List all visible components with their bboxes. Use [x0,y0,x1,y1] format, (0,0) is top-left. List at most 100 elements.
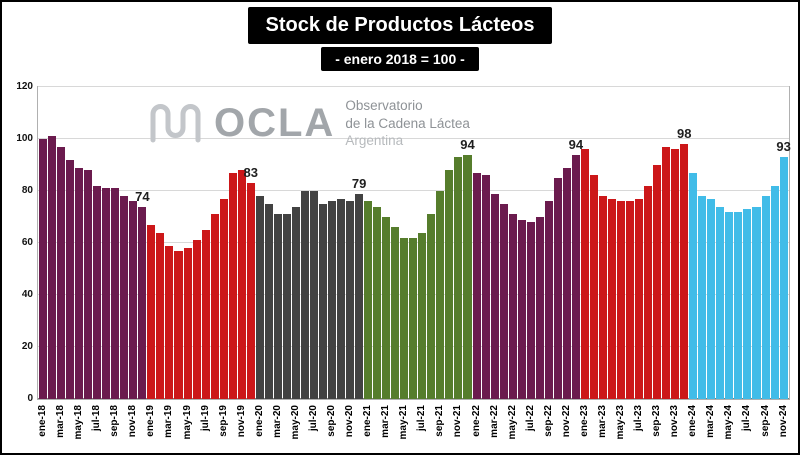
x-tick-slot: may-20 [290,402,301,450]
bar-ene-22 [472,172,481,399]
x-tick-slot: mar-20 [271,402,283,450]
bar-slot [689,87,698,399]
bar-slot [219,87,228,399]
x-tick-slot: may-23 [615,402,627,450]
bar-feb-19 [156,232,165,399]
data-label: 74 [135,188,150,204]
x-axis-tick-label: sep-20 [326,405,338,437]
x-axis-tick-label: nov-18 [127,405,139,438]
chart-subtitle: - enero 2018 = 100 - [321,47,479,71]
bar-jun-22 [517,219,526,399]
x-tick-slot: ene-23 [579,402,590,450]
bar-slot [282,87,291,399]
bar-abr-20 [282,214,291,399]
bar-slot [508,87,517,399]
bar-may-19 [183,248,192,399]
bar-nov-24 [779,157,788,399]
x-axis-tick-label: mar-18 [55,405,67,438]
bar-may-18 [75,167,84,399]
x-axis-tick-label: may-21 [398,405,410,440]
x-axis-tick-label: mar-23 [596,405,608,438]
x-axis-tick-label: jul-19 [199,405,211,432]
x-tick-slot: may-18 [73,402,84,450]
bar-slot [698,87,707,399]
x-axis-tick-label: nov-23 [669,405,681,438]
bar-oct-21 [445,170,454,399]
bar-slot [635,87,644,399]
bar-slot [617,87,626,399]
x-axis-tick-label: may-23 [615,405,627,440]
x-axis-tick-label: mar-24 [705,405,717,438]
bar-oct-22 [553,178,562,399]
x-tick-slot: ene-20 [253,402,265,450]
bar-ene-24 [689,172,698,399]
x-tick-slot: may-22 [507,402,518,450]
bar-slot [382,87,391,399]
data-label: 79 [351,175,367,191]
x-axis-tick-label: ene-22 [470,405,482,437]
bar-nov-23 [671,149,680,399]
x-tick-slot: sep-19 [218,402,229,450]
x-axis-tick-label: ene-20 [253,405,265,437]
chart-header: Stock de Productos Lácteos - enero 2018 … [2,7,798,71]
bar-mar-18 [57,146,66,399]
bar-slot [48,87,57,399]
gridline [38,86,789,87]
bar-jul-22 [526,222,535,399]
x-axis-tick-label: nov-21 [452,405,464,438]
bar-dic-22 [571,154,580,399]
bar-slot [418,87,427,399]
bar-slot [770,87,779,399]
y-axis-tick-label: 60 [21,237,33,248]
bar-slot [436,87,445,399]
bar-abr-19 [174,250,183,399]
x-tick-slot: sep-21 [434,402,445,450]
bar-slot [707,87,716,399]
bar-mar-22 [490,193,499,399]
bar-slot [734,87,743,399]
x-tick-slot: may-24 [723,402,734,450]
bar-slot [318,87,327,399]
bar-slot [273,87,282,399]
x-tick-slot: nov-24 [778,402,789,450]
bar-sep-22 [544,201,553,399]
bar-slot [120,87,129,399]
x-tick-slot: jul-20 [308,402,319,450]
x-tick-slot: jul-19 [199,402,211,450]
bar-slot [562,87,571,399]
bar-slot [517,87,526,399]
bar-ene-21 [364,201,373,399]
bar-slot [716,87,725,399]
bar-slot [671,87,680,399]
x-axis-labels: ene-18 mar-18 may-18 jul-18 sep-18 nov-18 ene-… [37,402,789,450]
x-axis-tick-label: mar-20 [271,405,283,438]
bar-slot [427,87,436,399]
bar-nov-18 [129,201,138,399]
bar-slot [300,87,309,399]
bar-jun-20 [300,191,309,399]
bar-slot [725,87,734,399]
x-tick-slot: mar-24 [705,402,717,450]
x-tick-slot: nov-22 [561,402,572,450]
data-label: 94 [568,136,584,152]
bar-slot [183,87,192,399]
bar-slot [761,87,770,399]
bar-jun-24 [734,211,743,399]
x-tick-slot: nov-19 [236,402,247,450]
x-tick-slot: ene-18 [37,402,48,450]
bar-slot [400,87,409,399]
bar-slot [526,87,535,399]
bar-jun-21 [409,237,418,399]
bar-sep-19 [219,198,228,399]
x-tick-slot: sep-23 [651,402,662,450]
bar-abr-24 [716,206,725,399]
bar-jul-24 [743,209,752,399]
x-axis-tick-label: jul-18 [91,405,103,432]
bar-slot [39,87,48,399]
bar-jul-21 [418,232,427,399]
x-axis-tick-label: may-19 [181,405,193,440]
data-label: 94 [460,136,475,152]
y-axis-tick-label: 120 [16,81,33,92]
x-axis-tick-label: sep-18 [109,405,121,437]
